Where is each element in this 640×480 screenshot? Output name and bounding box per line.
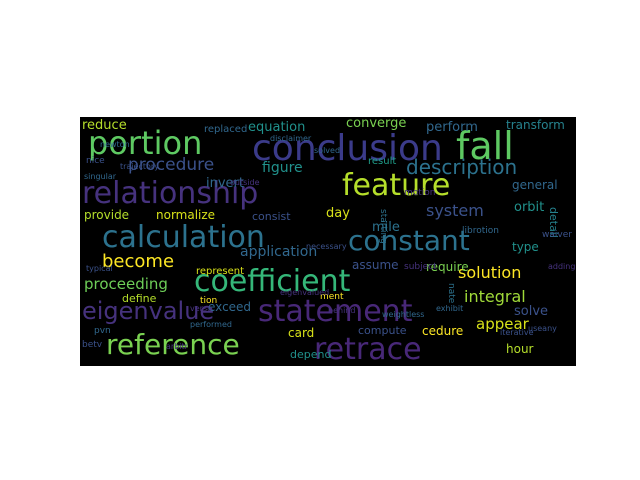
word-cloud-word: performed <box>190 320 232 329</box>
word-cloud-word: nice <box>86 156 105 166</box>
word-cloud-word: reference <box>106 328 240 361</box>
word-cloud-word: detail <box>547 207 560 238</box>
word-cloud-word: figure <box>262 160 303 176</box>
word-cloud-word: fall <box>456 124 514 168</box>
word-cloud-word: cedure <box>422 324 464 338</box>
word-cloud-word: arbitr <box>166 342 188 351</box>
word-cloud-word: librotion <box>462 226 499 236</box>
word-cloud-word: define <box>122 292 157 305</box>
word-cloud-word: transform <box>506 118 565 132</box>
word-cloud-word: result <box>368 156 397 167</box>
word-cloud-word: integral <box>464 287 526 306</box>
word-cloud-word: converge <box>346 117 407 131</box>
word-cloud-word: ment <box>320 292 344 302</box>
word-cloud-word: mile <box>372 220 400 235</box>
word-cloud-word: weightless <box>382 310 425 319</box>
word-cloud-word: assume <box>352 258 399 272</box>
word-cloud-word: motion <box>404 188 436 198</box>
word-cloud-word: description <box>406 155 518 179</box>
word-cloud-word: perform <box>426 120 478 135</box>
word-cloud-word: feature <box>342 168 451 203</box>
word-cloud-word: eigenvalue <box>82 297 215 325</box>
word-cloud-word: general <box>512 178 558 192</box>
word-cloud-word: represent <box>196 266 245 277</box>
word-cloud-word: disclaimer <box>270 134 312 143</box>
word-cloud-word: tion <box>200 296 218 306</box>
word-cloud-word: reduce <box>82 118 127 133</box>
word-cloud-word: nate <box>446 283 456 304</box>
word-cloud-word: calculation <box>102 220 265 255</box>
word-cloud-word: replaced <box>204 124 248 135</box>
word-cloud-word: retrace <box>314 332 422 366</box>
word-cloud-word: iterative <box>500 328 534 337</box>
word-cloud-word: normalize <box>156 208 216 222</box>
word-cloud-word: pvn <box>94 326 111 336</box>
word-cloud-word: compute <box>358 324 407 337</box>
word-cloud-word: invert <box>206 176 244 191</box>
word-cloud-word: constant <box>348 224 470 257</box>
word-cloud-word: waiver <box>542 230 572 240</box>
word-cloud-word: become <box>102 251 175 272</box>
word-cloud-word: appear <box>476 315 529 333</box>
word-cloud-word: typical <box>86 264 113 273</box>
word-cloud-word: versa <box>190 304 213 313</box>
word-cloud-word: orbit <box>514 200 545 215</box>
word-cloud-word: solve <box>514 304 549 319</box>
word-cloud-word: necessary <box>306 242 347 251</box>
word-cloud-word: type <box>512 240 539 254</box>
word-cloud-word: consist <box>252 210 291 223</box>
word-cloud-word: exceed <box>208 300 252 314</box>
word-cloud-word: day <box>326 206 350 221</box>
word-cloud-word: betv <box>82 340 103 350</box>
word-cloud-word: adding <box>548 262 576 271</box>
word-cloud-word: application <box>240 244 318 260</box>
word-cloud-word: coefficient <box>194 264 351 299</box>
word-cloud-word: exhibit <box>436 304 464 313</box>
word-cloud-word: equation <box>248 120 306 135</box>
word-cloud-word: statement <box>258 294 413 329</box>
word-cloud-word: behind <box>328 306 356 315</box>
word-cloud-word: singular <box>84 172 117 181</box>
word-cloud-word: proceeding <box>84 275 168 293</box>
word-cloud-word: relationship <box>82 176 259 211</box>
word-cloud-word: solved <box>314 146 341 155</box>
word-cloud-word: outside <box>230 178 260 187</box>
word-cloud-word: useany <box>528 324 557 333</box>
word-cloud: conclusion fall portion relationship feature… <box>80 117 576 366</box>
word-cloud-word: portion <box>88 124 203 162</box>
word-cloud-word: starting <box>378 209 388 244</box>
word-cloud-word: procedure <box>128 155 215 175</box>
word-cloud-word: hour <box>506 342 534 356</box>
word-cloud-word: card <box>288 326 315 340</box>
word-cloud-word: conclusion <box>252 128 443 169</box>
word-cloud-word: require <box>426 260 469 274</box>
word-cloud-word: eigenvalued <box>280 288 330 297</box>
word-cloud-word: system <box>426 201 484 220</box>
word-cloud-word: newton <box>100 140 130 149</box>
word-cloud-word: solution <box>458 263 522 282</box>
word-cloud-word: subject <box>404 262 437 272</box>
word-cloud-word: trajectory <box>120 162 159 171</box>
word-cloud-word: provide <box>84 208 130 222</box>
word-cloud-word: depend <box>290 348 332 361</box>
